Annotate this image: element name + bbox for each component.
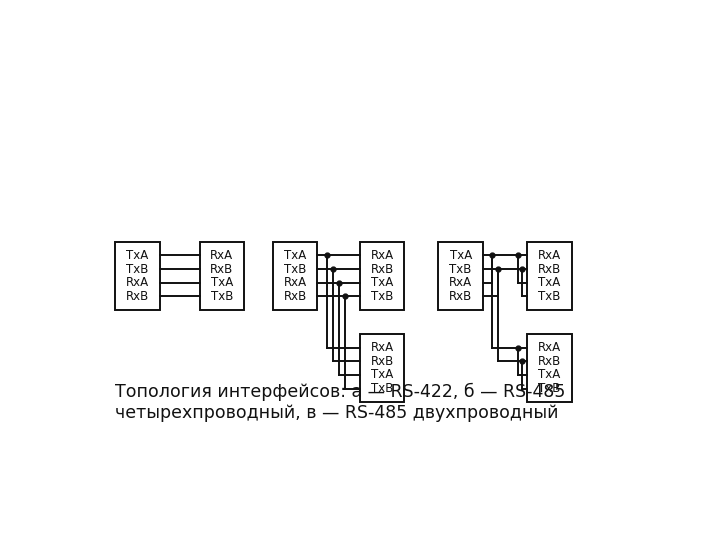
Text: TxB: TxB [284,262,306,275]
Text: RxA: RxA [371,249,394,262]
Text: TxB: TxB [449,262,472,275]
FancyBboxPatch shape [199,242,244,309]
Text: TxA: TxA [371,276,393,289]
Text: TxB: TxB [538,289,560,302]
Text: RxB: RxB [210,262,233,275]
Text: RxB: RxB [371,262,394,275]
FancyBboxPatch shape [527,334,572,402]
Text: RxB: RxB [449,289,472,302]
Text: Топология интерфейсов: а — RS-422, б — RS-485: Топология интерфейсов: а — RS-422, б — R… [115,383,565,401]
Text: RxA: RxA [538,249,561,262]
Text: RxA: RxA [126,276,149,289]
Text: TxA: TxA [449,249,472,262]
Text: TxB: TxB [371,382,393,395]
Text: RxB: RxB [538,262,561,275]
FancyBboxPatch shape [360,334,405,402]
Text: RxA: RxA [284,276,307,289]
Text: TxB: TxB [211,289,233,302]
Text: RxB: RxB [371,355,394,368]
Text: RxA: RxA [449,276,472,289]
Text: RxA: RxA [538,341,561,354]
FancyBboxPatch shape [527,242,572,309]
Text: TxA: TxA [211,276,233,289]
Text: RxB: RxB [284,289,307,302]
FancyBboxPatch shape [438,242,483,309]
Text: RxB: RxB [538,355,561,368]
Text: TxB: TxB [126,262,148,275]
FancyBboxPatch shape [360,242,405,309]
Text: TxB: TxB [538,382,560,395]
Text: RxB: RxB [125,289,149,302]
Text: TxA: TxA [126,249,148,262]
FancyBboxPatch shape [115,242,160,309]
Text: TxA: TxA [284,249,306,262]
Text: RxA: RxA [210,249,233,262]
Text: TxB: TxB [371,289,393,302]
Text: TxA: TxA [538,276,560,289]
Text: RxA: RxA [371,341,394,354]
Text: четырехпроводный, в — RS-485 двухпроводный: четырехпроводный, в — RS-485 двухпроводн… [115,404,559,422]
Text: TxA: TxA [538,368,560,381]
Text: TxA: TxA [371,368,393,381]
FancyBboxPatch shape [273,242,318,309]
